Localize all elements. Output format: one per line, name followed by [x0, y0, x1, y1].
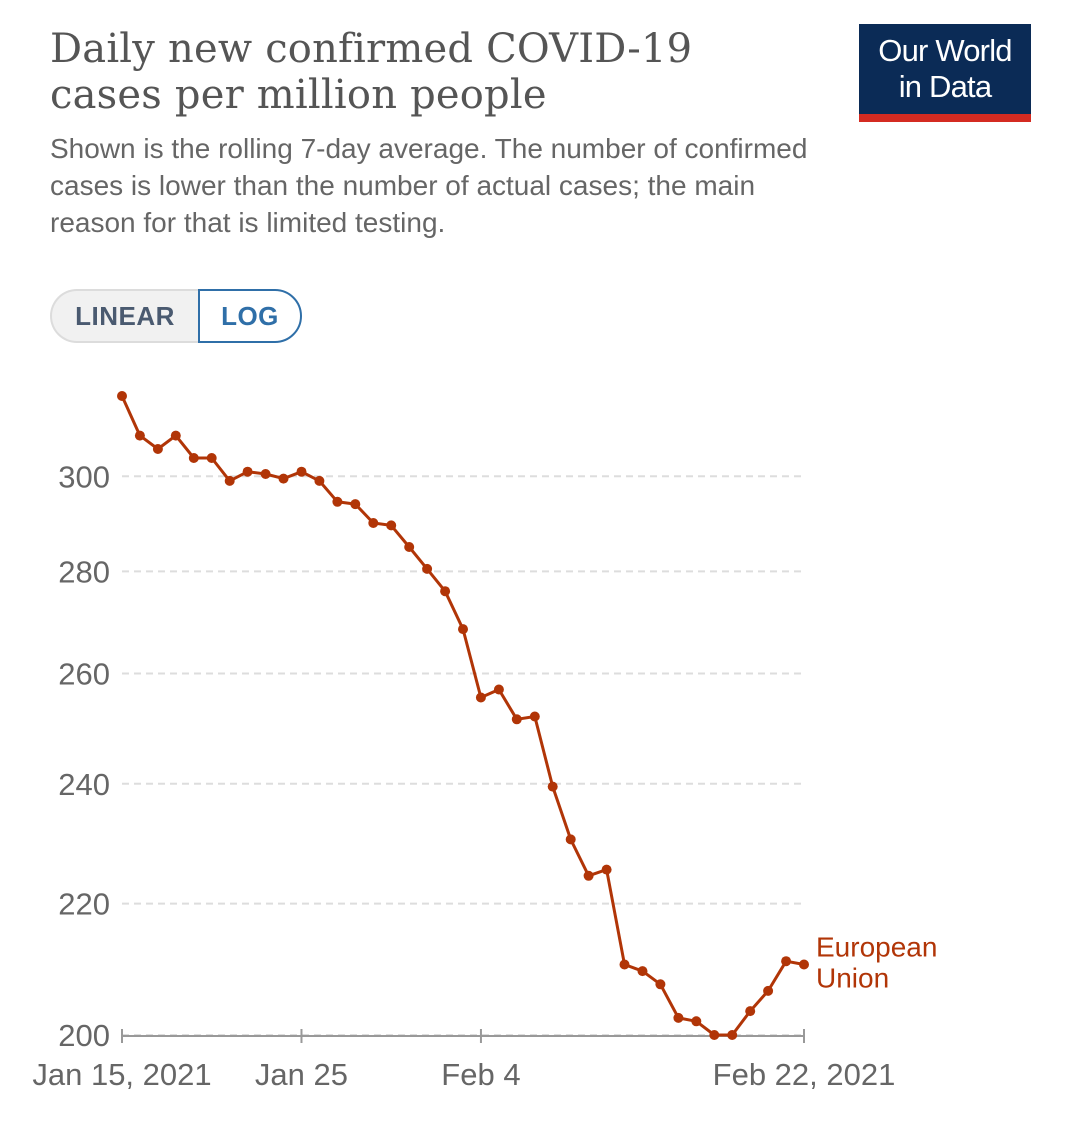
linear-scale-button[interactable]: LINEAR: [50, 289, 198, 343]
data-point[interactable]: [206, 453, 217, 463]
y-tick-label-200: 200: [58, 1018, 110, 1053]
grid-lines: [122, 475, 804, 1036]
x-tick-label: Feb 22, 2021: [713, 1057, 896, 1092]
data-point[interactable]: [547, 781, 558, 792]
data-point[interactable]: [511, 714, 522, 725]
y-tick-label-280: 280: [58, 554, 110, 589]
data-point[interactable]: [529, 711, 540, 722]
x-axis: Jan 15, 2021 Jan 25 Feb 4 Feb 22, 2021: [32, 1029, 895, 1092]
data-point[interactable]: [314, 475, 325, 486]
data-point[interactable]: [242, 466, 253, 477]
data-point[interactable]: [134, 430, 145, 441]
data-point[interactable]: [368, 518, 379, 528]
data-point[interactable]: [781, 956, 792, 967]
x-tick-label: Feb 4: [441, 1057, 520, 1092]
data-point[interactable]: [278, 473, 289, 484]
data-point[interactable]: [673, 1012, 684, 1023]
y-tick-label-300: 300: [58, 459, 110, 494]
data-point[interactable]: [475, 692, 486, 703]
x-tick-label: Jan 15, 2021: [32, 1057, 211, 1092]
data-point[interactable]: [170, 430, 181, 441]
series-label-line: Union: [816, 962, 889, 993]
data-point[interactable]: [332, 496, 343, 507]
data-point[interactable]: [296, 466, 307, 477]
data-point[interactable]: [188, 453, 199, 463]
scale-toggle: LINEAR LOG: [50, 289, 302, 343]
owid-logo[interactable]: Our World in Data: [859, 24, 1031, 122]
data-point[interactable]: [763, 985, 774, 996]
data-point[interactable]: [350, 499, 361, 510]
data-point[interactable]: [404, 542, 415, 552]
data-point[interactable]: [745, 1006, 756, 1017]
data-point[interactable]: [565, 834, 576, 845]
data-point[interactable]: [440, 586, 451, 597]
chart-title: Daily new confirmed COVID-19 cases per m…: [50, 26, 693, 118]
y-tick-label-220: 220: [58, 887, 110, 922]
data-point[interactable]: [386, 520, 397, 531]
series-label-line: European: [816, 931, 937, 962]
data-point[interactable]: [458, 624, 468, 635]
data-point[interactable]: [422, 563, 433, 574]
logo-line-2: in Data: [898, 69, 992, 104]
series-line[interactable]: [120, 394, 806, 1037]
data-point[interactable]: [637, 966, 648, 977]
y-axis: 200 220 240 260 280 300: [58, 459, 110, 1053]
data-point[interactable]: [493, 684, 504, 695]
data-point[interactable]: [727, 1030, 738, 1040]
data-point[interactable]: [655, 979, 666, 990]
data-point[interactable]: [619, 959, 630, 970]
data-point[interactable]: [117, 391, 127, 401]
data-point[interactable]: [799, 959, 809, 970]
y-tick-label-260: 260: [58, 656, 110, 691]
data-point[interactable]: [224, 475, 235, 486]
data-point[interactable]: [691, 1016, 702, 1027]
series-european-union[interactable]: [117, 391, 809, 1040]
data-point[interactable]: [152, 444, 163, 454]
x-tick-label: Jan 25: [255, 1057, 348, 1092]
log-scale-button[interactable]: LOG: [198, 289, 302, 343]
data-point[interactable]: [260, 469, 271, 479]
data-point[interactable]: [709, 1030, 720, 1040]
chart-subtitle: Shown is the rolling 7-day average. The …: [50, 133, 808, 238]
y-tick-label-240: 240: [58, 767, 110, 802]
logo-line-1: Our World: [878, 33, 1012, 68]
data-point[interactable]: [601, 864, 612, 875]
data-point[interactable]: [583, 870, 594, 881]
